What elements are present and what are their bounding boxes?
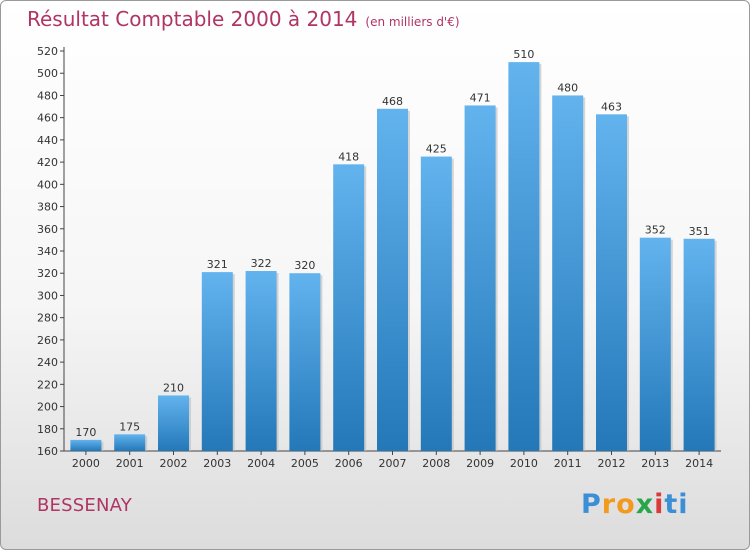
bar [508,62,540,451]
bar-value-label: 320 [294,259,315,272]
bar-value-label: 418 [338,150,359,163]
y-tick-label: 400 [37,178,58,191]
x-tick-label: 2013 [641,457,669,470]
bar-value-label: 351 [689,225,710,238]
bar-value-label: 471 [470,91,491,104]
y-tick-label: 240 [37,356,58,369]
y-tick-label: 440 [37,134,58,147]
bar-value-label: 210 [163,381,184,394]
x-tick-label: 2008 [422,457,450,470]
y-tick-label: 360 [37,223,58,236]
bar-value-label: 425 [426,143,447,156]
bar [464,105,496,451]
x-tick-label: 2006 [335,457,363,470]
bar [158,395,189,451]
logo-letter: i [654,489,665,520]
bar [639,237,671,451]
bar-value-label: 468 [382,95,403,108]
bar-value-label: 322 [251,257,272,270]
x-tick-label: 2009 [466,457,494,470]
x-tick-label: 2012 [598,457,626,470]
bar-value-label: 175 [119,420,140,433]
bar [377,108,408,452]
bar [333,164,365,452]
logo-letter: o [616,489,636,520]
logo-letter: r [601,489,617,520]
bar [552,95,584,451]
bar [596,114,627,451]
x-tick-label: 2005 [291,457,319,470]
x-tick-label: 2001 [116,457,144,470]
y-tick-label: 260 [37,334,58,347]
bar-value-label: 510 [513,48,534,61]
y-tick-label: 180 [37,423,58,436]
y-tick-label: 280 [37,312,58,325]
bar [420,156,452,452]
logo-letter: x [635,489,655,520]
brand-logo: Proxiti [581,489,689,520]
y-tick-label: 480 [37,89,58,102]
chart-title-block: Résultat Comptable 2000 à 2014 (en millie… [27,7,460,31]
bar [201,272,233,451]
bar [114,434,146,451]
bar [245,271,277,451]
y-tick-label: 340 [37,245,58,258]
x-tick-label: 2007 [379,457,407,470]
x-tick-label: 2002 [160,457,188,470]
chart-title: Résultat Comptable 2000 à 2014 [27,7,358,31]
x-tick-label: 2014 [685,457,713,470]
x-tick-label: 2000 [72,457,100,470]
y-tick-label: 320 [37,267,58,280]
x-tick-label: 2010 [510,457,538,470]
chart-subtitle: (en milliers d'€) [365,15,460,29]
bar [70,439,102,451]
bar-value-label: 321 [207,258,228,271]
location-label: BESSENAY [37,495,132,516]
y-tick-label: 220 [37,378,58,391]
bar-value-label: 352 [645,224,666,237]
logo-letter: t [664,489,679,520]
bar [683,238,715,451]
bar [289,273,321,451]
x-tick-label: 2011 [554,457,582,470]
y-tick-label: 300 [37,289,58,302]
bar-value-label: 480 [557,81,578,94]
y-tick-label: 500 [37,67,58,80]
y-tick-label: 460 [37,112,58,125]
logo-letter: i [678,489,689,520]
x-tick-label: 2003 [203,457,231,470]
logo-letter: P [581,489,602,520]
bar-value-label: 463 [601,100,622,113]
y-tick-label: 420 [37,156,58,169]
y-tick-label: 520 [37,45,58,58]
y-tick-label: 380 [37,201,58,214]
x-tick-label: 2004 [247,457,275,470]
y-tick-label: 200 [37,401,58,414]
bar-value-label: 170 [75,426,96,439]
y-tick-label: 160 [37,445,58,458]
